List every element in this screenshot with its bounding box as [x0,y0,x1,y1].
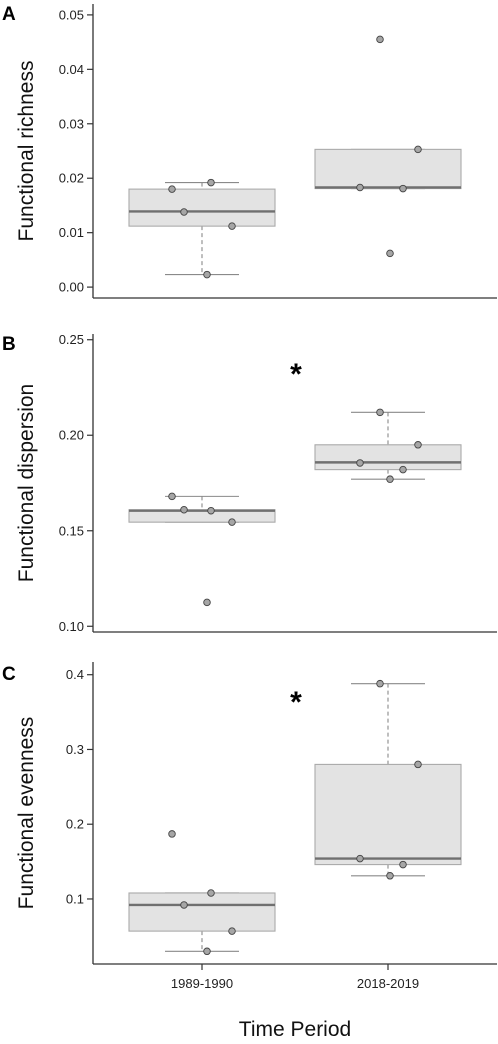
data-point [386,872,394,880]
x-axis-label: Time Period [239,1018,351,1041]
data-point [356,854,364,863]
y-axis-label: Functional evenness [15,717,38,910]
iqr-box [314,148,462,190]
data-point [386,475,394,483]
panel-letter: A [2,4,16,25]
data-point [376,679,384,688]
data-point [203,270,211,279]
y-tick-label: 0.15 [59,523,84,538]
y-tick-label: 0.4 [66,667,84,682]
y-tick-label: 0.00 [59,280,84,295]
data-point [168,492,176,501]
data-point [228,518,236,526]
box-2018-2019 [314,408,462,483]
y-axis-label: Functional richness [15,61,38,242]
y-tick-label: 0.2 [66,817,84,832]
iqr-box [128,892,276,932]
data-point [203,947,211,956]
data-point [414,760,422,769]
data-point [414,145,422,154]
y-tick-label: 0.10 [59,619,84,634]
panels: 0.00 0.01 0.02 0.03 0.04 0.05 A Functional rich… [2,4,497,965]
significance-marker: * [290,358,302,391]
panel-letter: C [2,664,16,685]
data-point [228,927,236,935]
data-point [168,830,176,838]
y-tick-label: 0.20 [59,428,84,443]
y-tick-label: 0.3 [66,742,84,757]
box-1989-1990 [128,830,276,956]
box-1989-1990 [128,178,276,279]
data-point [399,184,407,193]
y-tick-label: 0.25 [59,332,84,347]
x-tick-label: 1989-1990 [171,976,233,991]
y-tick-label: 0.01 [59,225,84,240]
iqr-box [128,188,276,227]
significance-marker: * [290,686,302,719]
data-point [386,249,394,258]
box-2018-2019 [314,35,462,258]
data-point [180,901,188,909]
data-point [207,889,215,897]
panel-c: 0.1 0.2 0.3 0.4 C Functional evenness * [2,662,497,965]
panel-letter: B [2,334,16,355]
data-point [399,465,407,474]
x-tick-label: 2018-2019 [357,976,419,991]
x-tick-labels: 1989-1990 2018-2019 [171,964,419,991]
iqr-box [314,444,462,471]
data-point [180,208,188,216]
data-point [356,183,364,192]
y-tick-label: 0.03 [59,116,84,131]
data-point [168,185,176,193]
panel-b: 0.10 0.15 0.20 0.25 B Functional dispersion * [2,332,497,634]
y-axis-label: Functional dispersion [15,384,38,582]
y-tick-label: 0.04 [59,62,84,77]
y-tick-label: 0.05 [59,7,84,22]
y-tick-label: 0.1 [66,891,84,906]
data-point [180,505,188,514]
data-point [228,222,236,230]
panel-a: 0.00 0.01 0.02 0.03 0.04 0.05 A Functional rich… [2,4,497,299]
data-point [376,408,384,417]
data-point [207,506,215,515]
data-point [203,598,211,607]
box-2018-2019 [314,679,462,880]
data-point [207,178,215,187]
iqr-box [314,763,462,866]
data-point [399,860,407,869]
box-1989-1990 [128,492,276,607]
data-point [414,441,422,449]
y-tick-label: 0.02 [59,171,84,186]
data-point [356,459,364,467]
data-point [376,35,384,44]
